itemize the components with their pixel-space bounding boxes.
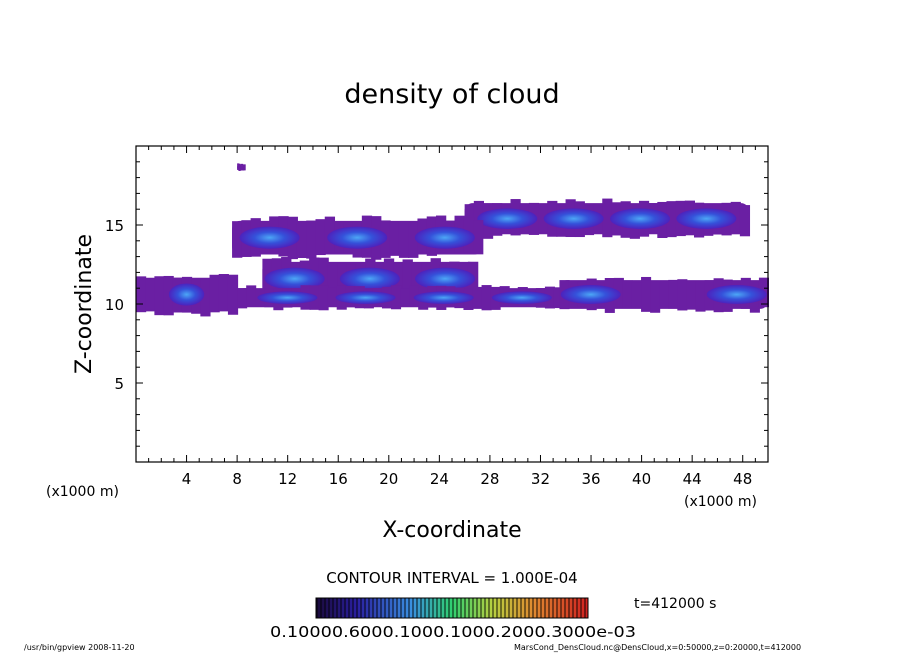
cloud-region	[136, 274, 239, 317]
cloud-region	[237, 163, 246, 171]
cloud-core	[413, 291, 474, 304]
cloud-cell	[473, 220, 484, 255]
cloud-core	[339, 267, 400, 290]
cloud-core	[415, 267, 476, 290]
x-tick-label: 20	[379, 470, 398, 488]
cloud-core	[543, 208, 604, 229]
time-label: t=412000 s	[634, 596, 716, 612]
cloud-cell	[389, 221, 400, 256]
footer-right: MarsCond_DensCloud.nc@DensCloud,x=0:5000…	[514, 643, 801, 652]
cloud-cell	[246, 285, 257, 307]
cloud-cell	[666, 201, 677, 238]
cloud-cell	[472, 286, 483, 309]
cloud-core	[676, 208, 737, 229]
cloud-cell	[553, 287, 565, 309]
x-tick-label: 24	[430, 470, 449, 488]
x-tick-label: 4	[182, 470, 192, 488]
cloud-cell	[240, 163, 244, 171]
cloud-cell	[398, 220, 410, 258]
cloud-cell	[409, 285, 420, 307]
cloud-cell	[659, 281, 670, 309]
cloud-regions	[136, 163, 769, 317]
y-tick-label: 10	[105, 296, 124, 314]
x-tick-label: 28	[480, 470, 499, 488]
cloud-cell	[232, 221, 243, 258]
x-unit-right: (x1000 m)	[684, 494, 757, 510]
cloud-cell	[400, 288, 411, 306]
x-tick-label: 44	[683, 470, 702, 488]
colorbar-stripes	[316, 598, 588, 618]
cloud-cell	[408, 222, 419, 258]
cloud-cell	[296, 223, 308, 259]
cloud-cell	[163, 275, 174, 316]
cloud-region	[464, 198, 751, 239]
cloud-cell	[200, 278, 211, 317]
cloud-cell	[391, 285, 402, 310]
cloud-cell	[227, 274, 239, 315]
cloud-core	[477, 208, 538, 229]
cloud-cell	[327, 287, 338, 307]
y-axis-label: Z-coordinate	[72, 234, 97, 374]
cloud-core	[239, 226, 300, 249]
cloud-core	[257, 291, 318, 304]
cloud-core	[610, 208, 671, 229]
cloud-cell	[243, 164, 246, 171]
cloud-core	[560, 285, 621, 304]
cloud-cell	[218, 274, 229, 311]
cloud-region	[237, 285, 574, 311]
cloud-region	[232, 215, 484, 260]
cloud-cell	[622, 280, 633, 309]
footer-left: /usr/bin/gpview 2008-11-20	[24, 643, 135, 652]
cloud-cell	[136, 276, 147, 313]
cloud-cell	[327, 263, 339, 301]
cloud-cell	[209, 274, 220, 313]
y-tick-label: 15	[105, 217, 124, 235]
cloud-core	[168, 283, 205, 306]
colorbar-labels: 0.10000.6000.1000.1000.2000.3000e-03	[270, 623, 636, 641]
cloud-cell	[237, 288, 248, 309]
cloud-region	[559, 276, 769, 313]
cloud-cell	[402, 259, 413, 296]
cloud-cell	[238, 163, 241, 171]
x-axis-label: X-coordinate	[382, 518, 521, 543]
x-tick-label: 12	[278, 470, 297, 488]
y-tick-label: 5	[114, 375, 124, 393]
x-tick-label: 8	[232, 470, 242, 488]
cloud-cell	[242, 164, 245, 171]
cloud-cell	[237, 163, 240, 170]
cloud-cell	[239, 164, 242, 171]
x-tick-label: 16	[329, 470, 348, 488]
cloud-cell	[318, 285, 329, 311]
cloud-cell	[602, 198, 613, 238]
chart-title: density of cloud	[344, 79, 559, 110]
cloud-cell	[686, 281, 697, 310]
cloud-cell	[481, 285, 492, 311]
x-tick-label: 36	[581, 470, 600, 488]
cloud-cell	[641, 276, 652, 312]
cloud-cell	[650, 281, 661, 313]
x-tick-label: 48	[733, 470, 752, 488]
x-unit-left: (x1000 m)	[46, 484, 119, 500]
cloud-cell	[306, 220, 317, 259]
cloud-core	[335, 291, 396, 304]
cloud-core	[414, 226, 475, 249]
cloud-cell	[739, 205, 751, 237]
x-tick-label: 40	[632, 470, 651, 488]
x-tick-label: 32	[531, 470, 550, 488]
cloud-cell	[315, 219, 326, 256]
cloud-core	[327, 226, 388, 249]
cloud-cell	[154, 276, 165, 316]
cloud-core	[264, 267, 325, 290]
cloud-cell	[631, 282, 643, 309]
contour-interval: CONTOUR INTERVAL = 1.000E-04	[326, 569, 577, 587]
cloud-core	[491, 291, 552, 304]
cloud-cell	[668, 279, 679, 309]
cloud-cell	[677, 279, 688, 311]
cloud-cell	[538, 204, 549, 233]
cloud-cell	[695, 281, 706, 312]
cloud-cell	[145, 278, 156, 310]
cloud-core	[706, 285, 767, 304]
